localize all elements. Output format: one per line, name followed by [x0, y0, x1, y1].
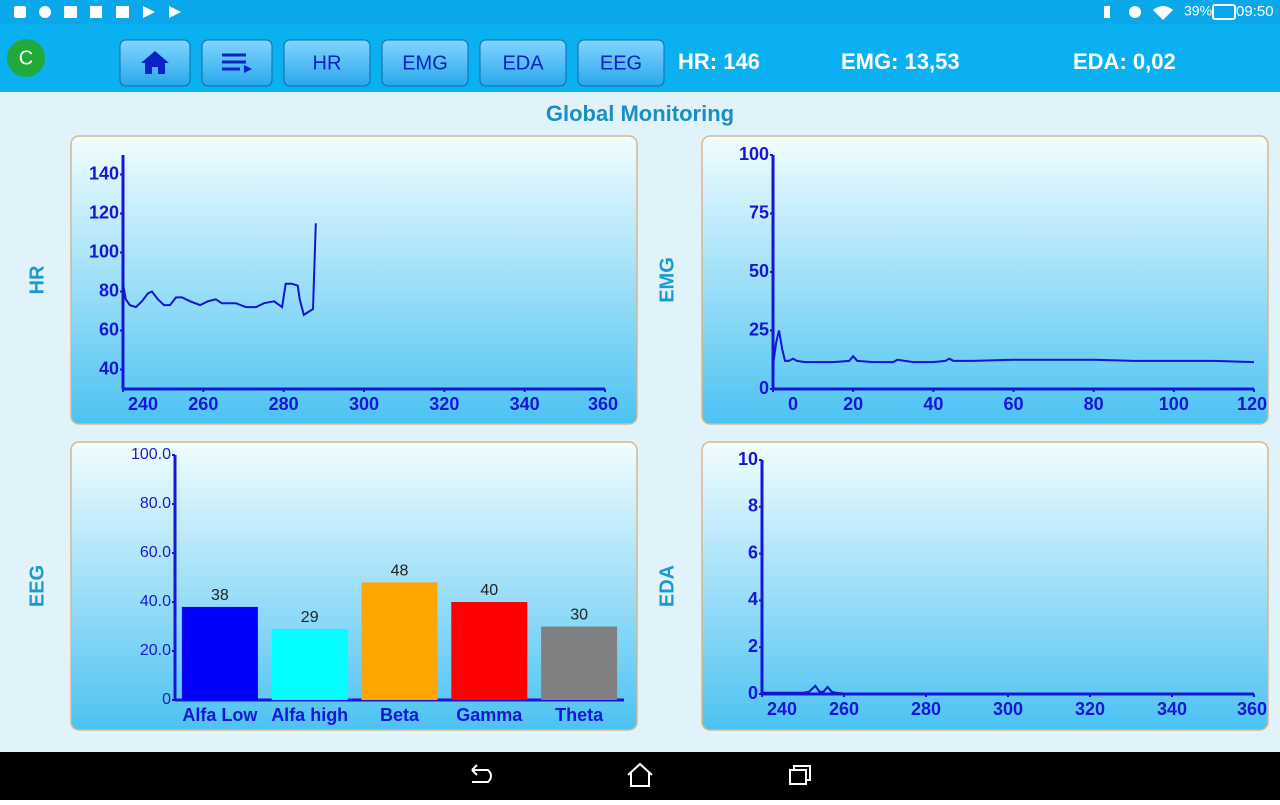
x-tick-label: 0 [788, 394, 798, 414]
y-tick-label: 6 [748, 542, 758, 562]
x-tick-label: 60 [1003, 394, 1023, 414]
tab-label: EMG [402, 52, 448, 74]
x-tick-label: 80 [1084, 394, 1104, 414]
x-tick-label: 320 [1075, 699, 1105, 719]
page-title: Global Monitoring [546, 101, 734, 126]
bar-value-label: 29 [301, 609, 319, 626]
tab-button[interactable] [577, 39, 665, 87]
y-tick-label: 100 [89, 241, 119, 261]
side-label: EMG [656, 257, 678, 303]
bar-value-label: 30 [570, 607, 588, 624]
emg-readout: EMG: 13,53 [841, 49, 960, 74]
bar [271, 628, 348, 700]
data-line [762, 684, 845, 695]
x-tick-label: 340 [1157, 699, 1187, 719]
nav-icons [471, 762, 811, 787]
avatar-letter: C [19, 47, 33, 69]
status-icons [14, 4, 1236, 20]
x-tick-label: 360 [588, 394, 618, 414]
x-tick-label: 340 [510, 394, 540, 414]
y-tick-label: 0 [748, 683, 758, 703]
home-icon [141, 51, 169, 74]
battery-text: 39% [1184, 3, 1212, 19]
y-tick-label: 20.0 [140, 642, 171, 659]
y-tick-label: 80 [99, 280, 119, 300]
x-tick-label: Theta [555, 705, 604, 725]
y-tick-label: 50 [749, 261, 769, 281]
clock: 09:50 [1236, 3, 1274, 20]
y-tick-label: 40.0 [140, 593, 171, 610]
bar-value-label: 40 [480, 582, 498, 599]
x-tick-label: 300 [993, 699, 1023, 719]
y-tick-label: 120 [89, 202, 119, 222]
tab-button[interactable] [381, 39, 469, 87]
y-tick-label: 40 [99, 358, 119, 378]
y-tick-label: 100.0 [131, 446, 171, 463]
x-tick-label: 40 [923, 394, 943, 414]
x-tick-label: Alfa Low [182, 705, 258, 725]
y-tick-label: 140 [89, 163, 119, 183]
tab-label: EDA [502, 52, 544, 74]
chart-panel [70, 135, 638, 425]
data-line [122, 223, 317, 317]
y-tick-label: 60.0 [140, 544, 171, 561]
y-tick-label: 25 [749, 319, 769, 339]
x-tick-label: 300 [349, 394, 379, 414]
chart-panel [701, 135, 1269, 425]
menu-icon [222, 53, 246, 71]
x-tick-label: 280 [911, 699, 941, 719]
hr-readout: HR: 146 [678, 49, 760, 74]
x-tick-label: 320 [429, 394, 459, 414]
status-bar [0, 0, 1280, 24]
y-tick-label: 100 [739, 144, 769, 164]
x-tick-label: 20 [843, 394, 863, 414]
y-tick-label: 0 [759, 378, 769, 398]
tab-button[interactable] [479, 39, 567, 87]
nav-bar [0, 752, 1280, 800]
bar [451, 602, 528, 700]
x-tick-label: 260 [188, 394, 218, 414]
x-tick-label: 240 [767, 699, 797, 719]
eda-readout: EDA: 0,02 [1073, 49, 1176, 74]
y-tick-label: 0 [162, 691, 171, 708]
data-line [772, 330, 1255, 366]
side-label: EEG [26, 565, 48, 607]
y-tick-label: 80.0 [140, 495, 171, 512]
x-tick-label: Gamma [456, 705, 523, 725]
y-tick-label: 2 [748, 636, 758, 656]
menu-arrow [244, 65, 252, 73]
x-tick-label: Alfa high [271, 705, 348, 725]
avatar[interactable] [7, 39, 45, 77]
x-tick-label: 260 [829, 699, 859, 719]
tab-button[interactable] [283, 39, 371, 87]
y-tick-label: 10 [738, 449, 758, 469]
tab-label: EEG [600, 52, 642, 74]
tab-label: HR [313, 52, 342, 74]
side-label: HR [26, 265, 48, 294]
x-tick-label: 360 [1237, 699, 1267, 719]
x-tick-label: 120 [1237, 394, 1267, 414]
bar-value-label: 48 [391, 563, 409, 580]
bar-value-label: 38 [211, 587, 229, 604]
side-label: EDA [656, 565, 678, 607]
chart-panel [701, 441, 1269, 731]
bar [181, 606, 258, 700]
y-tick-label: 8 [748, 496, 758, 516]
x-tick-label: 240 [128, 394, 158, 414]
bar [361, 582, 438, 700]
x-tick-label: 280 [269, 394, 299, 414]
y-tick-label: 4 [748, 589, 758, 609]
x-tick-label: 100 [1159, 394, 1189, 414]
y-tick-label: 75 [749, 202, 769, 222]
bar [541, 626, 618, 700]
x-tick-label: Beta [380, 705, 420, 725]
y-tick-label: 60 [99, 319, 119, 339]
